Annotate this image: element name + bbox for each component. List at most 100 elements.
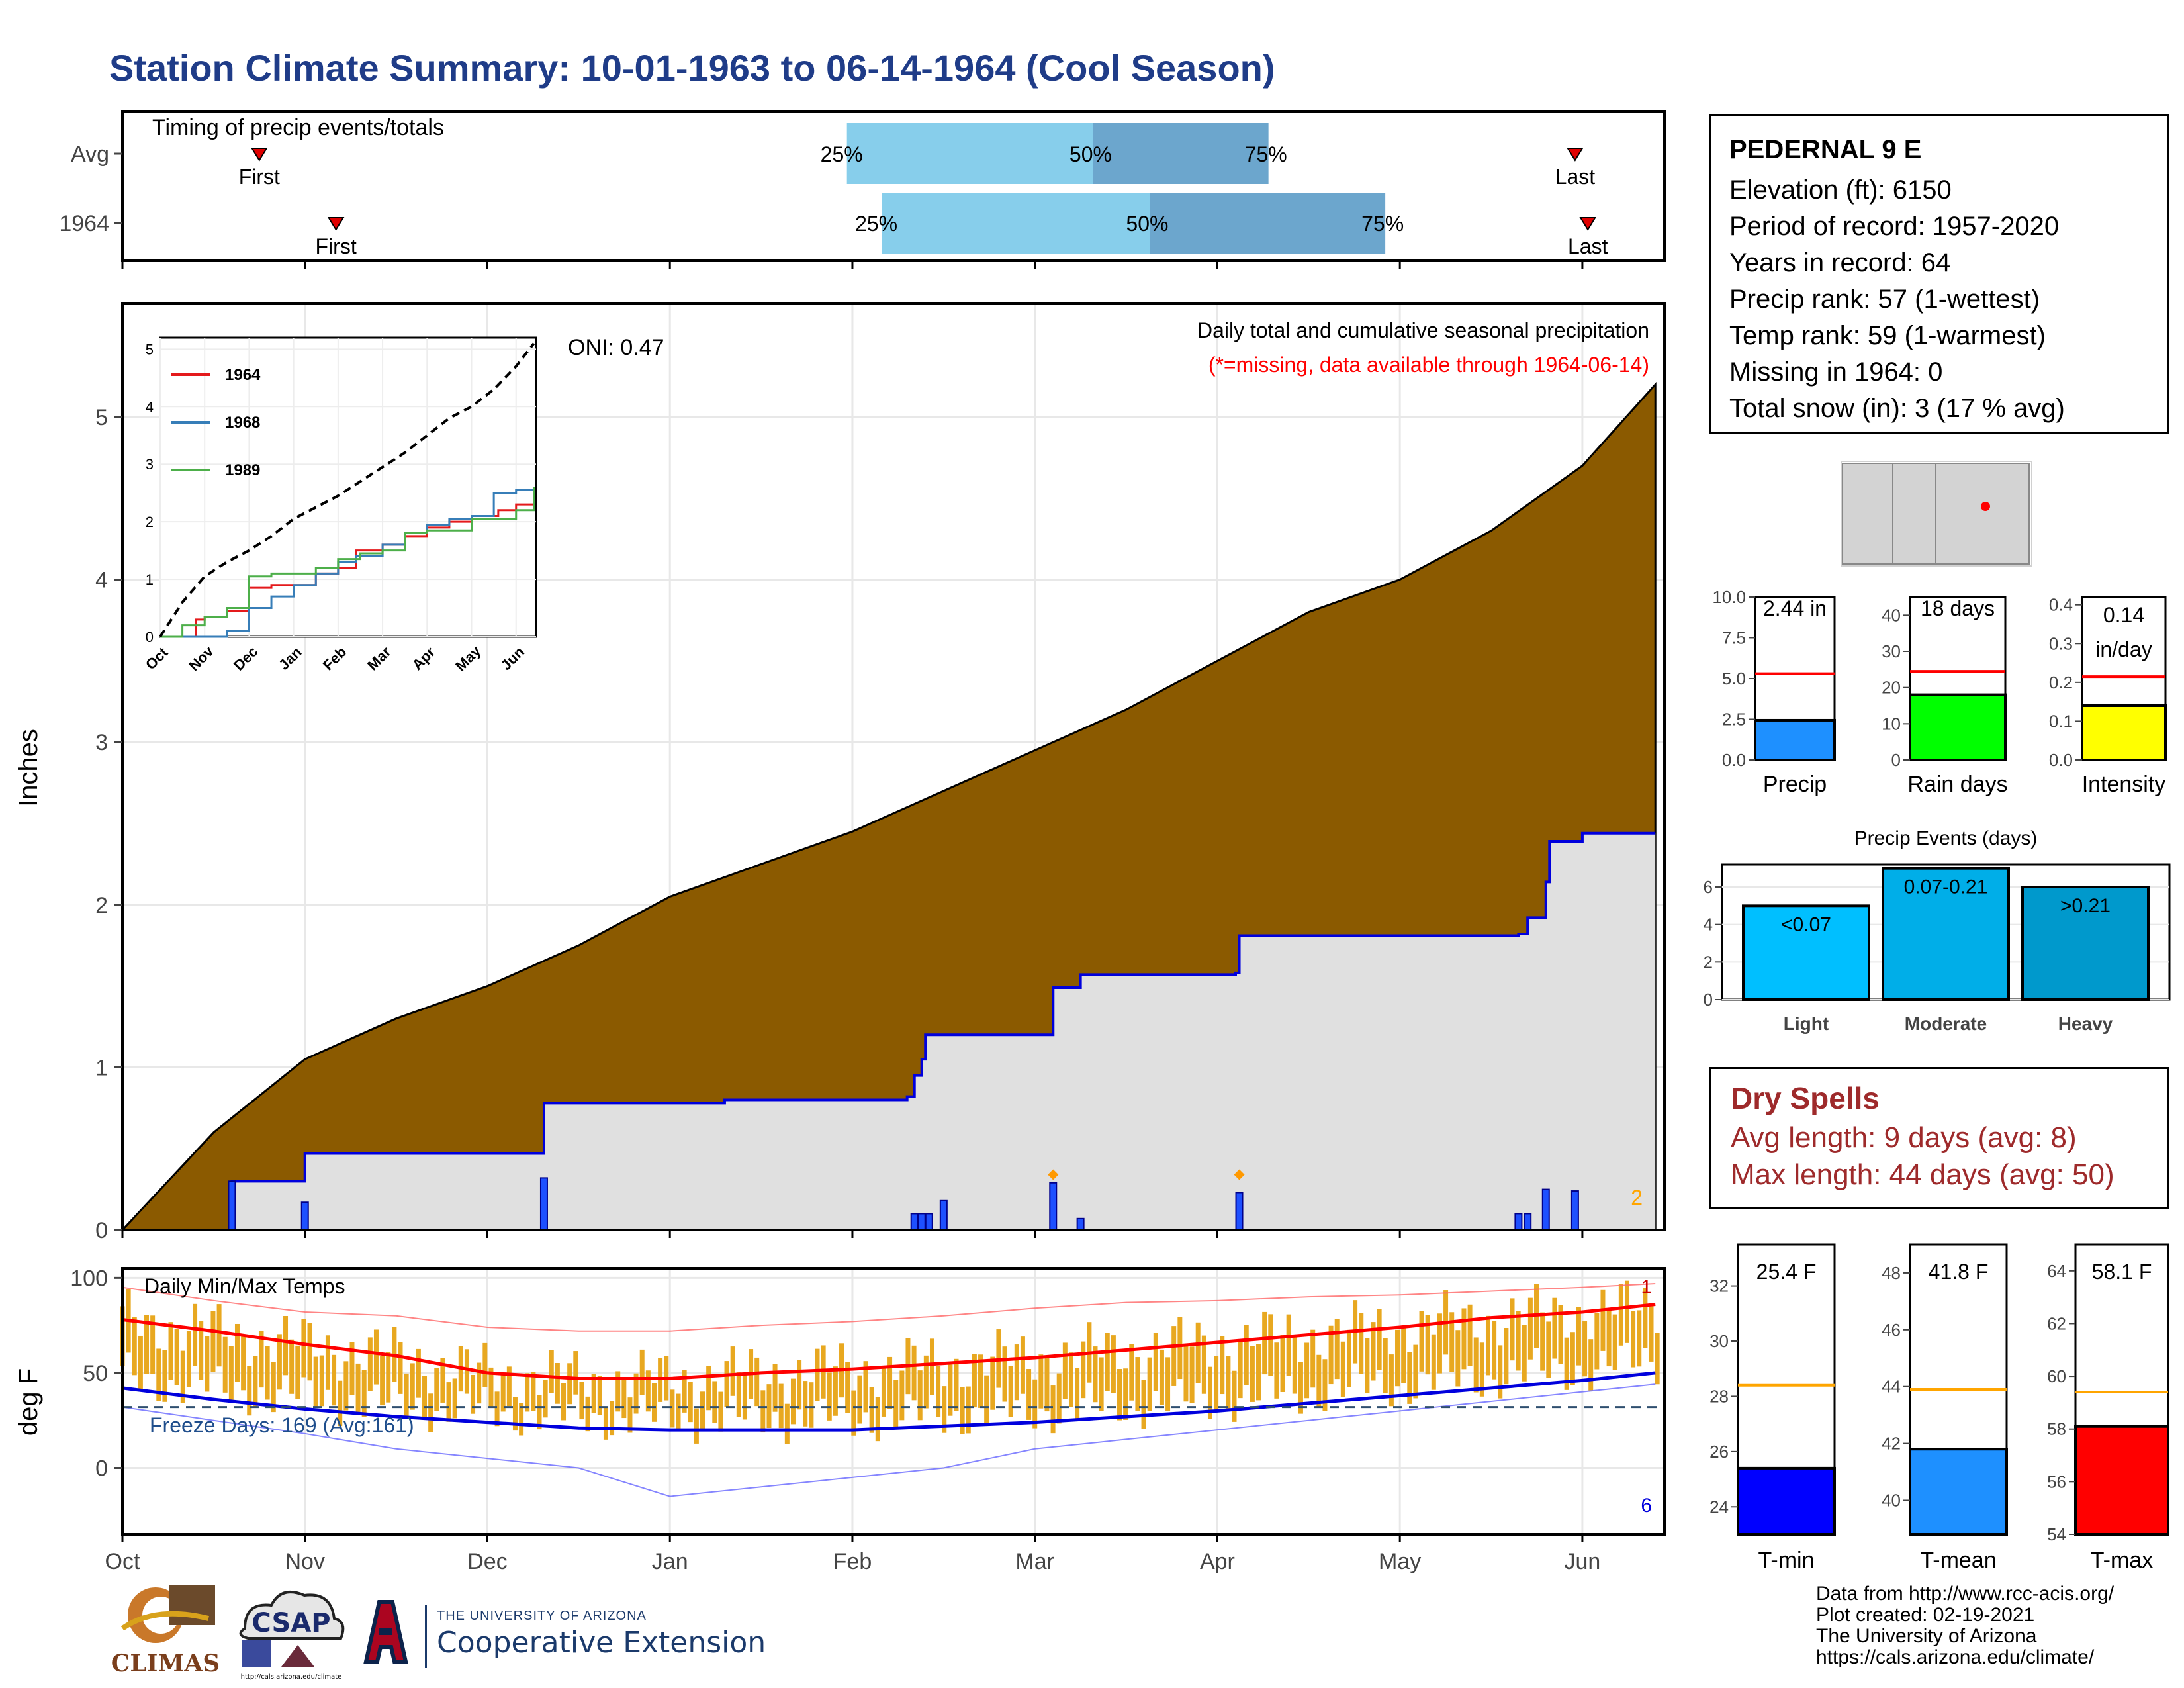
daily-temp-bar: [1147, 1357, 1152, 1411]
freeze-days-label: Freeze Days: 169 (Avg:161): [150, 1413, 414, 1437]
first-marker-icon: [251, 148, 268, 162]
daily-temp-bar: [917, 1370, 923, 1421]
daily-temp-bar: [1292, 1336, 1297, 1394]
daily-temp-bar: [784, 1403, 790, 1444]
metric-bar: [1754, 718, 1836, 761]
temp-y-tick-label: 0: [95, 1456, 108, 1481]
temp-metric-tick-label: 62: [2047, 1313, 2066, 1333]
daily-temp-bar: [477, 1362, 482, 1404]
temp-metric-tick-label: 26: [1709, 1442, 1729, 1462]
daily-temp-bar: [1056, 1373, 1062, 1424]
daily-temp-bar: [506, 1366, 512, 1407]
daily-temp-bar: [1310, 1329, 1316, 1388]
coop-university: THE UNIVERSITY OF ARIZONA: [437, 1609, 647, 1623]
daily-temp-bar: [386, 1352, 391, 1403]
daily-temp-bar: [1093, 1346, 1098, 1403]
daily-temp-bar: [972, 1354, 977, 1408]
metric-tick-label: 10: [1882, 714, 1901, 733]
daily-temp-bar: [651, 1383, 657, 1422]
daily-temp-bar: [966, 1386, 971, 1434]
daily-temp-bar: [706, 1366, 711, 1411]
precip-y-tick-label: 1: [95, 1055, 108, 1080]
daily-temp-bar: [869, 1387, 874, 1433]
daily-temp-bar: [271, 1362, 276, 1413]
daily-temp-bar: [1280, 1335, 1285, 1392]
daily-temp-bar: [1238, 1341, 1243, 1399]
daily-temp-bar: [766, 1384, 772, 1428]
month-tick-label: May: [1379, 1549, 1421, 1574]
temp-metric-tick-label: 56: [2047, 1472, 2066, 1491]
daily-temp-bar: [1220, 1336, 1225, 1395]
daily-temp-bar: [1558, 1305, 1563, 1364]
daily-temp-bar: [338, 1380, 343, 1427]
events-category-label: Heavy: [2058, 1013, 2113, 1034]
timing-heading: Timing of precip events/totals: [152, 115, 444, 140]
coop-extension: Cooperative Extension: [437, 1626, 766, 1660]
daily-temp-bar: [1467, 1304, 1473, 1366]
month-axis: Oct Nov Dec Jan Feb Mar Apr May Jun: [105, 1230, 1600, 1574]
metric-value-label: in/day: [2095, 637, 2152, 661]
daily-temp-bar: [610, 1401, 615, 1436]
daily-temp-bar: [373, 1329, 379, 1385]
daily-temp-bar: [772, 1364, 778, 1412]
inset-y-tick-label: 5: [146, 341, 154, 357]
daily-temp-bar: [573, 1351, 578, 1395]
daily-temp-bar: [343, 1361, 349, 1411]
daily-temp-bar: [452, 1378, 457, 1419]
daily-temp-bar: [241, 1334, 246, 1391]
daily-temp-bar: [543, 1380, 548, 1418]
daily-temp-bar: [1606, 1309, 1612, 1367]
daily-temp-bar: [803, 1381, 808, 1427]
daily-temp-bar: [1395, 1329, 1400, 1387]
events-title: Precip Events (days): [1854, 827, 2038, 849]
daily-precip-bar: [539, 1177, 548, 1231]
month-tick-label: Nov: [285, 1549, 325, 1574]
temp-metric-tick-label: 42: [1882, 1434, 1901, 1454]
month-tick-label: Jan: [652, 1549, 688, 1574]
metric-tick-label: 0.2: [2049, 673, 2073, 692]
daily-temp-bar: [1455, 1330, 1461, 1387]
daily-temp-bar: [1643, 1288, 1648, 1348]
daily-temp-bar: [247, 1366, 252, 1416]
daily-temp-bar: [1286, 1314, 1291, 1376]
metric-tick-label: 40: [1882, 605, 1901, 625]
daily-temp-bar: [355, 1363, 361, 1413]
daily-temp-bar: [434, 1368, 439, 1411]
daily-temp-bar: [893, 1380, 899, 1428]
daily-temp-bar: [851, 1390, 856, 1436]
daily-temp-bar: [519, 1403, 524, 1436]
temp-panel-title: Daily Min/Max Temps: [144, 1274, 345, 1298]
daily-temp-bar: [174, 1329, 179, 1385]
daily-temp-bar: [1407, 1352, 1412, 1404]
daily-temp-bar: [1359, 1313, 1364, 1374]
timing-q25-label: 25%: [855, 212, 897, 236]
metric-label: Rain days: [1907, 772, 2007, 797]
daily-temp-bar: [1153, 1333, 1158, 1391]
events-bar: [1742, 904, 1870, 1002]
daily-temp-bar: [929, 1338, 934, 1395]
daily-temp-bar: [525, 1373, 530, 1412]
daily-temp-bar: [1008, 1365, 1013, 1417]
inset-y-tick-label: 1: [146, 571, 154, 588]
temp-metric-tick-label: 64: [2047, 1261, 2066, 1281]
daily-temp-bar: [1504, 1328, 1509, 1385]
daily-temp-bar: [488, 1367, 494, 1407]
events-category-label: Moderate: [1905, 1013, 1987, 1034]
daily-temp-bar: [295, 1345, 300, 1399]
daily-temp-bar: [1020, 1336, 1025, 1394]
daily-temp-bar: [537, 1395, 542, 1430]
daily-precip-bar: [228, 1180, 236, 1231]
metric-tick-label: 0.4: [2049, 595, 2073, 615]
daily-temp-bar: [205, 1335, 210, 1392]
daily-temp-bar: [228, 1346, 234, 1400]
month-tick-label: Mar: [1015, 1549, 1054, 1574]
avg-min-line: [122, 1371, 1656, 1432]
precip-y-tick-label: 0: [95, 1218, 108, 1243]
climas-logo: CLIMAS: [111, 1585, 220, 1677]
daily-temp-bar: [162, 1350, 167, 1402]
daily-temp-bar: [936, 1366, 941, 1417]
temp-metric-tick-label: 60: [2047, 1366, 2066, 1386]
daily-temp-bar: [1600, 1289, 1606, 1351]
